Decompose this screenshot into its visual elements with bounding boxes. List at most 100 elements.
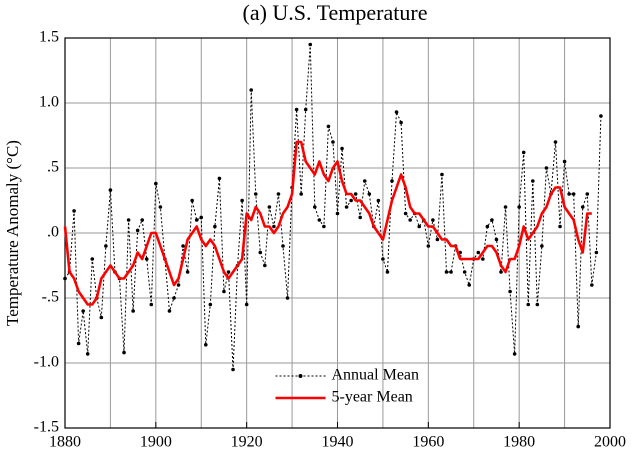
data-point	[358, 215, 363, 220]
chart-title: (a) U.S. Temperature	[243, 0, 428, 25]
data-point	[208, 302, 213, 307]
data-point	[303, 107, 308, 112]
data-point	[494, 237, 499, 242]
data-point	[172, 296, 176, 300]
data-point	[299, 192, 303, 196]
data-point	[131, 309, 135, 313]
data-point	[240, 198, 244, 203]
y-tick-label: -1.5	[34, 419, 59, 436]
data-point	[263, 263, 267, 268]
data-point	[467, 283, 472, 287]
data-point	[104, 244, 108, 248]
data-point	[403, 211, 408, 216]
data-point	[594, 250, 599, 255]
data-point	[294, 107, 299, 112]
data-point	[367, 192, 372, 196]
data-point	[362, 179, 367, 183]
data-point	[517, 205, 521, 209]
data-point	[340, 146, 344, 151]
data-point	[553, 140, 558, 144]
x-tick-label: 1980	[503, 434, 535, 451]
data-point	[512, 352, 517, 356]
data-point	[476, 250, 481, 255]
data-point	[535, 302, 540, 307]
data-point	[194, 218, 199, 222]
data-point	[81, 309, 85, 313]
data-point	[490, 218, 494, 222]
data-point	[253, 192, 258, 196]
data-point	[335, 211, 340, 216]
data-point	[285, 296, 290, 300]
data-point	[499, 270, 503, 274]
data-point	[63, 276, 67, 281]
data-point	[344, 205, 349, 209]
x-tick-label: 1940	[322, 434, 354, 451]
data-point	[108, 188, 113, 192]
data-point	[126, 218, 131, 222]
data-point	[226, 270, 231, 274]
y-axis-label: Temperature Anomaly (°C)	[3, 140, 22, 326]
data-point	[249, 88, 254, 92]
legend-label: Annual Mean	[332, 367, 420, 384]
x-tick-label: 1920	[231, 434, 263, 451]
data-point	[90, 257, 95, 261]
legend-marker	[298, 374, 303, 378]
data-point	[272, 224, 276, 229]
data-point	[140, 218, 145, 222]
data-point	[231, 367, 235, 372]
data-point	[503, 205, 508, 209]
data-point	[176, 283, 181, 287]
data-point	[185, 270, 190, 274]
x-tick-label: 1960	[412, 434, 444, 451]
data-point	[267, 205, 272, 209]
data-point	[426, 244, 431, 248]
x-tick-label: 1880	[49, 434, 81, 451]
data-point	[167, 309, 172, 313]
data-point	[481, 257, 485, 261]
data-point	[558, 224, 562, 229]
data-point	[76, 341, 81, 346]
data-point	[213, 224, 217, 229]
data-point	[431, 218, 435, 222]
data-point	[312, 205, 317, 209]
data-point	[599, 114, 603, 118]
data-point	[385, 270, 390, 274]
data-point	[222, 289, 226, 294]
data-point	[381, 257, 385, 261]
y-tick-label: -.5	[42, 289, 59, 306]
data-point	[72, 209, 76, 213]
data-point	[485, 224, 490, 229]
data-point	[521, 150, 526, 155]
data-point	[571, 192, 576, 196]
data-point	[349, 198, 353, 203]
data-point	[440, 172, 444, 177]
data-point	[135, 228, 140, 233]
data-point	[590, 283, 594, 287]
y-tick-label: 1.0	[39, 94, 59, 111]
data-point	[585, 192, 590, 196]
data-point	[435, 237, 440, 242]
data-point	[281, 244, 285, 248]
data-point	[144, 257, 149, 261]
data-point	[199, 215, 204, 220]
x-tick-label: 2000	[594, 434, 626, 451]
data-point	[444, 270, 449, 274]
data-point	[526, 302, 531, 307]
data-point	[390, 179, 394, 183]
data-point	[244, 302, 249, 307]
data-point	[376, 198, 381, 203]
data-point	[408, 218, 412, 222]
data-point	[394, 110, 399, 114]
data-point	[85, 352, 90, 356]
data-point	[530, 179, 535, 183]
y-tick-label: -1.0	[34, 354, 59, 371]
data-point	[122, 350, 126, 355]
y-tick-label: .0	[47, 224, 59, 241]
data-point	[353, 192, 358, 196]
data-point	[276, 192, 281, 196]
data-point	[544, 166, 549, 170]
x-tick-label: 1900	[140, 434, 172, 451]
data-point	[181, 244, 185, 248]
data-point	[580, 205, 585, 209]
